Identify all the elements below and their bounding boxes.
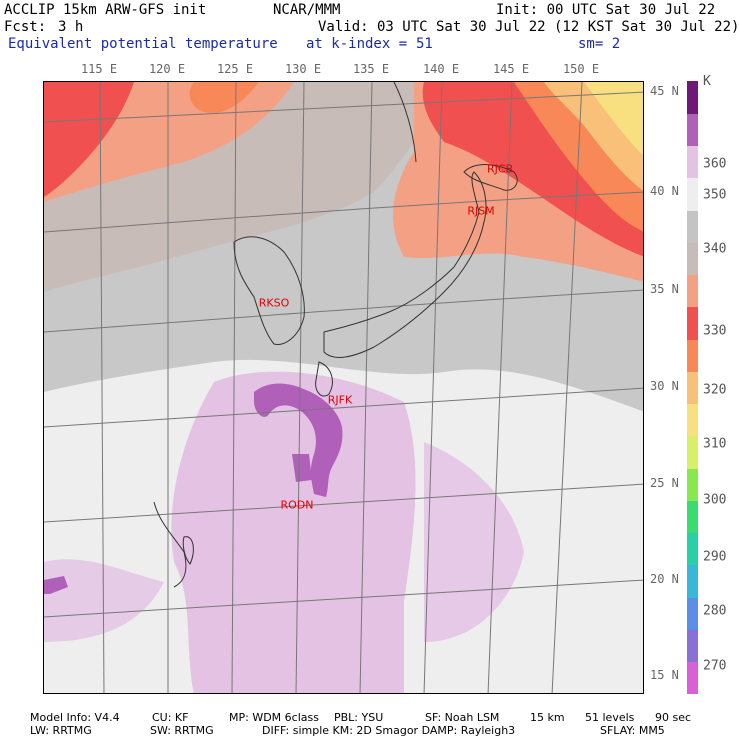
footer-pbl: PBL: YSU: [334, 711, 384, 724]
footer-timestep: 90 sec: [655, 711, 692, 724]
colorbar-segment: [687, 145, 698, 179]
colorbar-segment: [687, 403, 698, 437]
colorbar-tick: 350: [703, 187, 727, 203]
colorbar-tick: 330: [703, 323, 727, 339]
field-lilac-south: [171, 371, 416, 693]
lat-label-35: 35 N: [650, 282, 679, 296]
colorbar-segment: [687, 242, 698, 276]
lon-label-115: 115 E: [80, 62, 118, 76]
lat-label-20: 20 N: [650, 572, 679, 586]
colorbar-tick: 300: [703, 492, 727, 508]
japan-honshu-coast: [323, 171, 487, 358]
colorbar-tick: 320: [703, 382, 727, 398]
lat-label-15: 15 N: [650, 668, 679, 682]
forecast-value: 3 h: [58, 19, 84, 35]
lon-label-140: 140 E: [422, 62, 460, 76]
footer-resolution: 15 km: [530, 711, 565, 724]
colorbar-tick: 270: [703, 658, 727, 674]
colorbar-segment: [687, 339, 698, 372]
kyushu-coast: [315, 361, 333, 397]
lat-label-30: 30 N: [650, 379, 679, 393]
lon-label-130: 130 E: [284, 62, 322, 76]
footer-mp: MP: WDM 6class: [229, 711, 319, 724]
footer-cu: CU: KF: [152, 711, 189, 724]
lon-label-135: 135 E: [352, 62, 390, 76]
footer-sw: SW: RRTMG: [150, 724, 214, 737]
colorbar-tick: 290: [703, 549, 727, 565]
colorbar-segment: [687, 661, 698, 695]
graticule: [44, 82, 643, 693]
colorbar-tick: 360: [703, 156, 727, 172]
lat-label-40: 40 N: [650, 184, 679, 198]
org-label: NCAR/MMM: [273, 2, 341, 18]
smoothing-label: sm= 2: [578, 36, 621, 52]
footer-levels: 51 levels: [585, 711, 635, 724]
colorbar-tick: 280: [703, 603, 727, 619]
lat-label-25: 25 N: [650, 476, 679, 490]
colorbar-segment: [687, 500, 698, 534]
lat-label-45: 45 N: [650, 84, 679, 98]
sakhalin-coast: [393, 82, 417, 163]
lon-label-150: 150 E: [562, 62, 600, 76]
colorbar-segment: [687, 81, 698, 114]
footer-lw: LW: RRTMG: [30, 724, 92, 737]
taiwan-coast: [182, 536, 194, 565]
field-orange-northwest: [189, 82, 259, 113]
coastlines: [153, 82, 518, 588]
level-value: 51: [416, 36, 433, 52]
station-rjcb: RJCB: [486, 162, 514, 176]
footer-sflay: SFLAY: MM5: [600, 724, 665, 737]
colorbar-segment: [687, 274, 698, 308]
field-yellow-northeast: [584, 82, 643, 156]
field-red-northwest: [44, 82, 134, 197]
init-time: Init: 00 UTC Sat 30 Jul 22: [496, 2, 716, 18]
colorbar-segment: [687, 629, 698, 663]
colorbar-segment: [687, 113, 698, 146]
station-rjsm: RJSM: [467, 204, 495, 218]
field-purple-southwest: [44, 576, 68, 594]
map-canvas: [44, 82, 643, 693]
footer-model-info: Model Info: V4.4: [30, 711, 120, 724]
forecast-label: Fcst:: [4, 19, 47, 35]
level-label: at k-index =: [306, 36, 408, 52]
station-rkso: RKSO: [258, 296, 290, 310]
footer-sf: SF: Noah LSM: [425, 711, 500, 724]
lon-label-125: 125 E: [216, 62, 254, 76]
colorbar-segment: [687, 532, 698, 566]
korea-coast: [233, 236, 305, 346]
field-purple-core: [254, 383, 343, 497]
footer-diff: DIFF: simple KM: 2D Smagor DAMP: Rayleig…: [262, 724, 516, 737]
colorbar-segment: [687, 435, 698, 469]
colorbar-unit: K: [703, 74, 711, 89]
colorbar: [687, 81, 698, 695]
colorbar-segment: [687, 210, 698, 243]
lon-label-120: 120 E: [148, 62, 186, 76]
field-lilac-southwest: [44, 559, 164, 642]
colorbar-tick: 310: [703, 436, 727, 452]
colorbar-tick: 340: [703, 241, 727, 257]
valid-time: Valid: 03 UTC Sat 30 Jul 22 (12 KST Sat …: [318, 19, 740, 35]
equivalent-potential-temperature-map: RJCB RJSM RKSO RJFK RODN: [43, 81, 644, 694]
colorbar-segment: [687, 371, 698, 405]
colorbar-segment: [687, 564, 698, 598]
model-title: ACCLIP 15km ARW-GFS init: [4, 2, 207, 18]
colorbar-segment: [687, 468, 698, 501]
colorbar-segment: [687, 306, 698, 340]
field-purple-patch: [292, 454, 312, 482]
hokkaido-coast: [463, 164, 518, 191]
field-name: Equivalent potential temperature: [8, 36, 278, 52]
station-rodn: RODN: [280, 498, 314, 512]
station-rjfk: RJFK: [327, 393, 353, 407]
colorbar-segment: [687, 177, 698, 211]
lon-label-145: 145 E: [492, 62, 530, 76]
colorbar-segment: [687, 597, 698, 630]
